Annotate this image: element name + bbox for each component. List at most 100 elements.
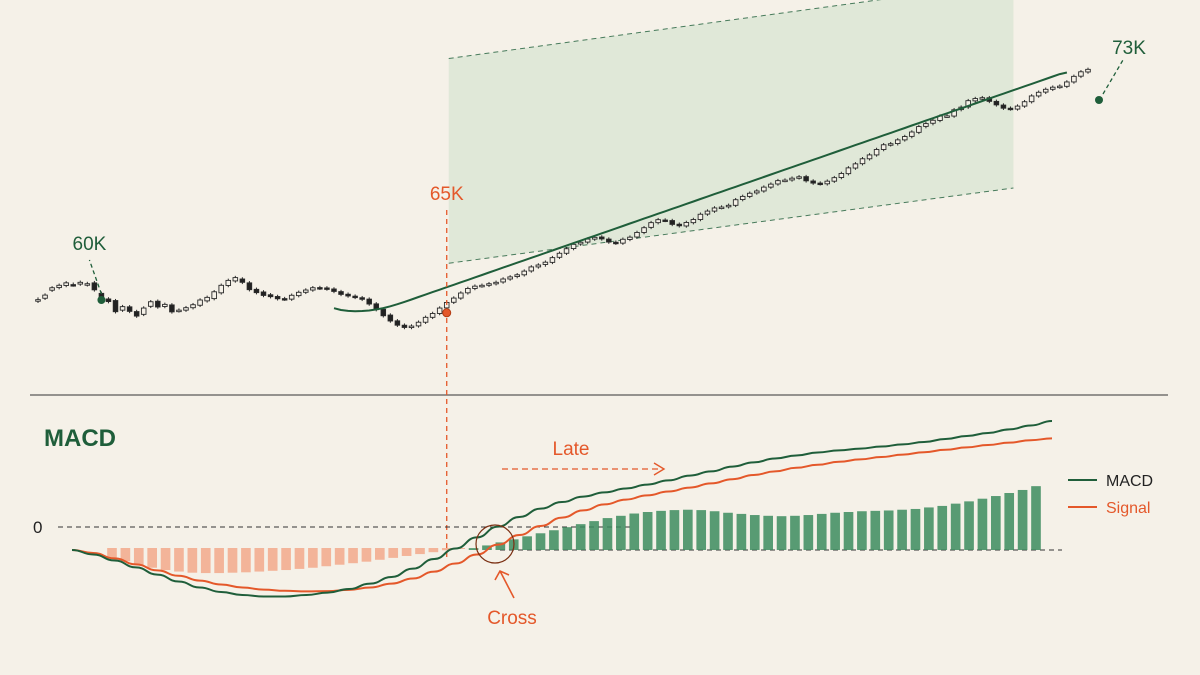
candle-body xyxy=(817,182,823,186)
candle-body xyxy=(739,195,746,200)
histogram-bar-negative xyxy=(308,548,318,568)
histogram-bar-positive xyxy=(924,507,934,550)
candle-body xyxy=(415,321,422,327)
histogram-bar-positive xyxy=(589,521,599,550)
histogram-bar-negative xyxy=(348,548,358,564)
candle-body xyxy=(902,136,908,141)
histogram-bar-positive xyxy=(964,501,974,550)
histogram-bar-positive xyxy=(910,508,921,550)
candle-body xyxy=(345,293,351,297)
candle-body xyxy=(288,294,295,300)
candle-body xyxy=(366,298,372,305)
candle-body xyxy=(859,158,866,165)
histogram-bar-positive xyxy=(857,511,867,550)
candle-body xyxy=(387,314,394,322)
candle-body xyxy=(246,282,253,291)
cross-arrowhead xyxy=(494,569,510,581)
histogram-bar-positive xyxy=(1031,486,1041,550)
candle-body xyxy=(1042,88,1049,93)
candle-body xyxy=(1050,86,1056,90)
candle-body xyxy=(359,297,365,300)
candle-body xyxy=(909,131,915,137)
candle-body xyxy=(514,274,520,277)
histogram-bar-negative xyxy=(415,548,425,555)
candle-body xyxy=(993,100,1000,106)
candle-body xyxy=(768,183,774,188)
annotation-65k-label: 65K xyxy=(430,184,464,205)
macd-panel: MACD 0 Cross Late MACD Signal xyxy=(33,420,1153,629)
late-annotation-label: Late xyxy=(553,439,590,460)
candle-body xyxy=(930,119,936,124)
candle-body xyxy=(197,299,203,306)
macd-legend: MACD Signal xyxy=(1068,473,1153,517)
candle-body xyxy=(916,126,922,133)
candle-body xyxy=(70,284,76,287)
candle-body xyxy=(880,144,887,150)
candle-body xyxy=(458,292,464,299)
histogram-bar-negative xyxy=(281,548,291,571)
histogram-bar-negative xyxy=(388,548,399,558)
candle-body xyxy=(331,288,337,292)
histogram-bar-negative xyxy=(187,548,198,573)
candle-body xyxy=(472,285,478,289)
histogram-bar-positive xyxy=(575,524,586,550)
histogram-bar-negative xyxy=(174,548,184,572)
late-arrowhead xyxy=(653,462,666,476)
candle-body xyxy=(352,295,358,299)
candle-body xyxy=(725,204,732,208)
candle-body xyxy=(394,320,401,326)
candle-body xyxy=(126,306,133,312)
candle-body xyxy=(824,180,831,185)
candle-body xyxy=(1014,105,1021,110)
histogram-bar-positive xyxy=(629,513,640,550)
histogram-bar-negative xyxy=(375,548,385,560)
histogram-bar-positive xyxy=(522,536,532,550)
candle-body xyxy=(944,115,950,118)
candle-body xyxy=(789,177,795,181)
histogram-bar-negative xyxy=(254,548,265,572)
candle-body xyxy=(873,149,880,156)
candle-body xyxy=(42,294,48,299)
candle-body xyxy=(35,299,41,302)
price-annotations: 60K 73K 65K xyxy=(73,38,1146,318)
candle-body xyxy=(155,300,161,308)
candle-body xyxy=(577,241,584,245)
histogram-bar-positive xyxy=(482,545,492,550)
candle-body xyxy=(77,281,84,285)
histogram-bar-positive xyxy=(669,510,680,550)
zero-tick-label: 0 xyxy=(33,518,42,537)
histogram-bar-positive xyxy=(763,515,773,550)
candle-body xyxy=(204,296,210,302)
histogram-bar-positive xyxy=(790,515,800,550)
histogram-bar-positive xyxy=(736,513,747,550)
candle-body xyxy=(521,270,527,276)
candle-body xyxy=(549,257,556,263)
candle-body xyxy=(852,163,859,169)
candle-body xyxy=(176,309,182,313)
candle-body xyxy=(535,264,542,268)
candle-body xyxy=(465,288,471,294)
histogram-bar-negative xyxy=(294,548,305,569)
candle-body xyxy=(563,248,570,254)
histogram-bar-negative xyxy=(441,548,452,551)
histogram-bar-positive xyxy=(535,533,546,550)
histogram-bar-negative xyxy=(214,548,224,574)
candle-body xyxy=(718,206,725,210)
candle-body xyxy=(162,303,168,307)
candle-body xyxy=(599,236,605,240)
histogram-bar-positive xyxy=(549,530,559,550)
histogram-bar-positive xyxy=(749,515,760,550)
histogram-bar-negative xyxy=(321,548,332,567)
candle-body xyxy=(746,192,753,197)
histogram-bar-positive xyxy=(816,513,827,550)
annotation-73k-leader xyxy=(1102,59,1124,95)
candle-body xyxy=(105,298,112,303)
candle-body xyxy=(655,219,661,224)
candle-body xyxy=(49,287,55,291)
trend-channel-upper-line xyxy=(448,0,882,59)
candle-body xyxy=(754,190,760,194)
candle-body xyxy=(556,252,563,258)
candle-body xyxy=(183,307,189,311)
histogram-bar-negative xyxy=(227,548,238,573)
